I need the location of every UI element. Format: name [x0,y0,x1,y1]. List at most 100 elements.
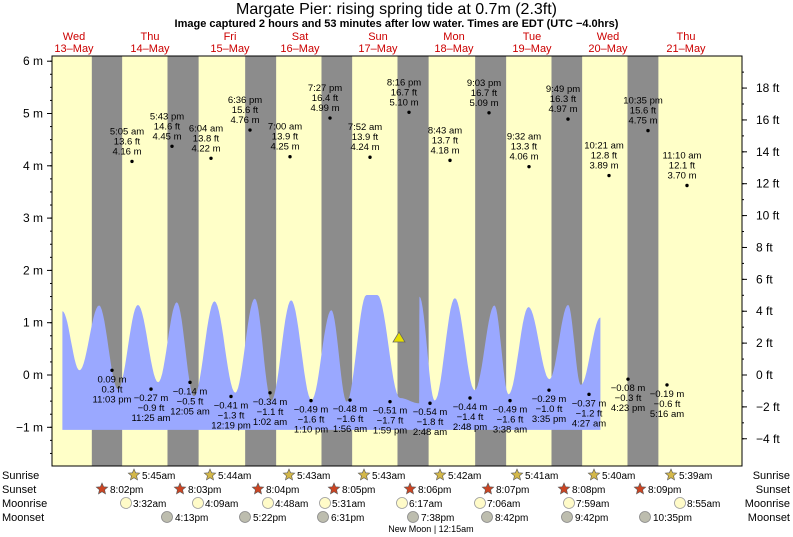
low-tide-ft: −0.6 ft [654,399,681,410]
y-right-tick-label: 0 ft [756,368,773,382]
high-tide-dot [527,164,531,169]
high-tide-time: 9:49 pm [546,84,580,95]
moonrise-icon [262,497,274,509]
y-right-tick-label: 10 ft [756,209,780,223]
sunrise-time: 5:41am [525,471,558,482]
sunrise-icon [127,468,141,481]
low-tide-m: −0.49 m [493,405,528,416]
sunset-time: 8:03pm [188,485,221,496]
low-tide-ft: −1.6 ft [497,415,524,426]
moonset-icon [161,511,173,523]
low-tide-ft: −1.1 ft [257,407,284,418]
sunrise-icon [433,468,447,481]
high-tide-time: 7:52 am [348,122,382,133]
low-tide-m: −0.14 m [173,386,208,397]
high-tide-ft: 15.6 ft [630,106,657,117]
low-tide-m: −0.19 m [650,389,685,400]
high-tide-ft: 13.8 ft [193,133,220,144]
low-tide-dot [110,368,114,372]
low-tide-dot [388,399,392,404]
low-tide-time: 1:02 am [253,417,287,428]
high-tide-time: 5:43 pm [150,111,184,122]
high-tide-dot [288,155,292,159]
sunset-time: 8:06pm [418,485,451,496]
high-tide-dot [130,159,134,164]
moonset-icon [317,511,329,523]
sunset-icon [251,482,265,495]
low-tide-m: −0.34 m [253,397,288,408]
high-tide-m: 4.18 m [430,145,459,156]
y-right-tick-label: 2 ft [756,336,773,350]
high-tide-m: 3.89 m [589,161,618,172]
high-tide-time: 5:05 am [110,126,144,137]
sunrise-time: 5:42am [448,471,481,482]
high-tide-ft: 16.4 ft [312,93,339,104]
low-tide-m: −0.49 m [294,405,329,416]
high-tide-dot [685,183,689,188]
plot-frame [51,55,743,467]
high-tide-m: 4.99 m [310,103,339,114]
moonset-time: 9:42pm [575,513,608,524]
sunrise-icon [282,468,296,481]
chart-subtitle: Image captured 2 hours and 53 minutes af… [174,18,619,30]
low-tide-dot [149,387,153,391]
moonrise-icon [396,497,408,509]
low-tide-ft: −1.4 ft [457,412,484,423]
high-tide-m: 4.45 m [152,131,181,142]
low-tide-m: 0.09 m [97,374,126,385]
low-tide-ft: −1.8 ft [417,417,444,428]
high-tide-time: 8:43 am [428,125,462,136]
high-tide-ft: 13.9 ft [272,132,299,143]
sunrise-time: 5:40am [602,471,635,482]
day-header-dow: Tue [523,31,542,43]
high-tide-dot [646,128,650,133]
low-tide-dot [587,392,591,397]
high-tide-dot [566,117,570,121]
low-tide-dot [665,383,669,387]
day-header-date: 19–May [512,43,552,55]
high-tide-dot [448,158,452,163]
moonset-time: 10:35pm [653,513,692,524]
sunrise-time: 5:45am [142,471,175,482]
high-tide-time: 9:03 pm [467,78,501,89]
low-tide-dot [309,398,313,403]
high-tide-m: 3.70 m [667,170,696,181]
current-tide-marker [392,331,406,343]
high-tide-dot [209,156,213,160]
moonset-icon [561,511,573,523]
row-label-left-sunset: Sunset [2,484,36,496]
low-tide-ft: 0.3 ft [101,384,122,395]
sunset-icon [557,482,571,495]
sunset-icon [633,482,647,495]
low-tide-dot [188,380,192,385]
y-right-tick-label: 16 ft [756,113,780,127]
row-label-left-moonset: Moonset [2,512,44,524]
row-label-right-sunrise: Sunrise [753,470,790,482]
moonrise-icon [563,497,575,509]
high-tide-dot [368,155,372,159]
y-left-tick-label: 1 m [23,316,43,330]
day-header-date: 21–May [666,43,706,55]
sunset-icon [173,482,187,495]
moonrise-time: 3:32am [133,499,166,510]
sunrise-time: 5:43am [372,471,405,482]
high-tide-m: 5.10 m [389,97,418,108]
high-tide-dot [487,111,491,115]
low-tide-time: 3:35 pm [532,414,566,425]
low-tide-time: 12:19 pm [211,420,251,431]
high-tide-ft: 13.7 ft [432,135,459,146]
low-tide-time: 2:48 pm [453,422,487,433]
day-header-dow: Thu [141,31,160,43]
high-tide-m: 4.75 m [628,116,657,127]
y-left-tick-label: 4 m [23,159,43,173]
sunset-icon [327,482,341,495]
moonrise-icon [674,497,686,509]
row-label-right-moonset: Moonset [748,512,790,524]
moonset-time: 5:22pm [253,513,286,524]
low-tide-ft: −0.9 ft [138,403,165,414]
low-tide-time: 11:25 am [132,413,171,424]
new-moon-label: New Moon | 12:15am [388,524,473,534]
sunrise-icon [357,468,371,481]
high-tide-dot [407,110,411,114]
low-tide-time: 5:16 am [650,409,684,420]
